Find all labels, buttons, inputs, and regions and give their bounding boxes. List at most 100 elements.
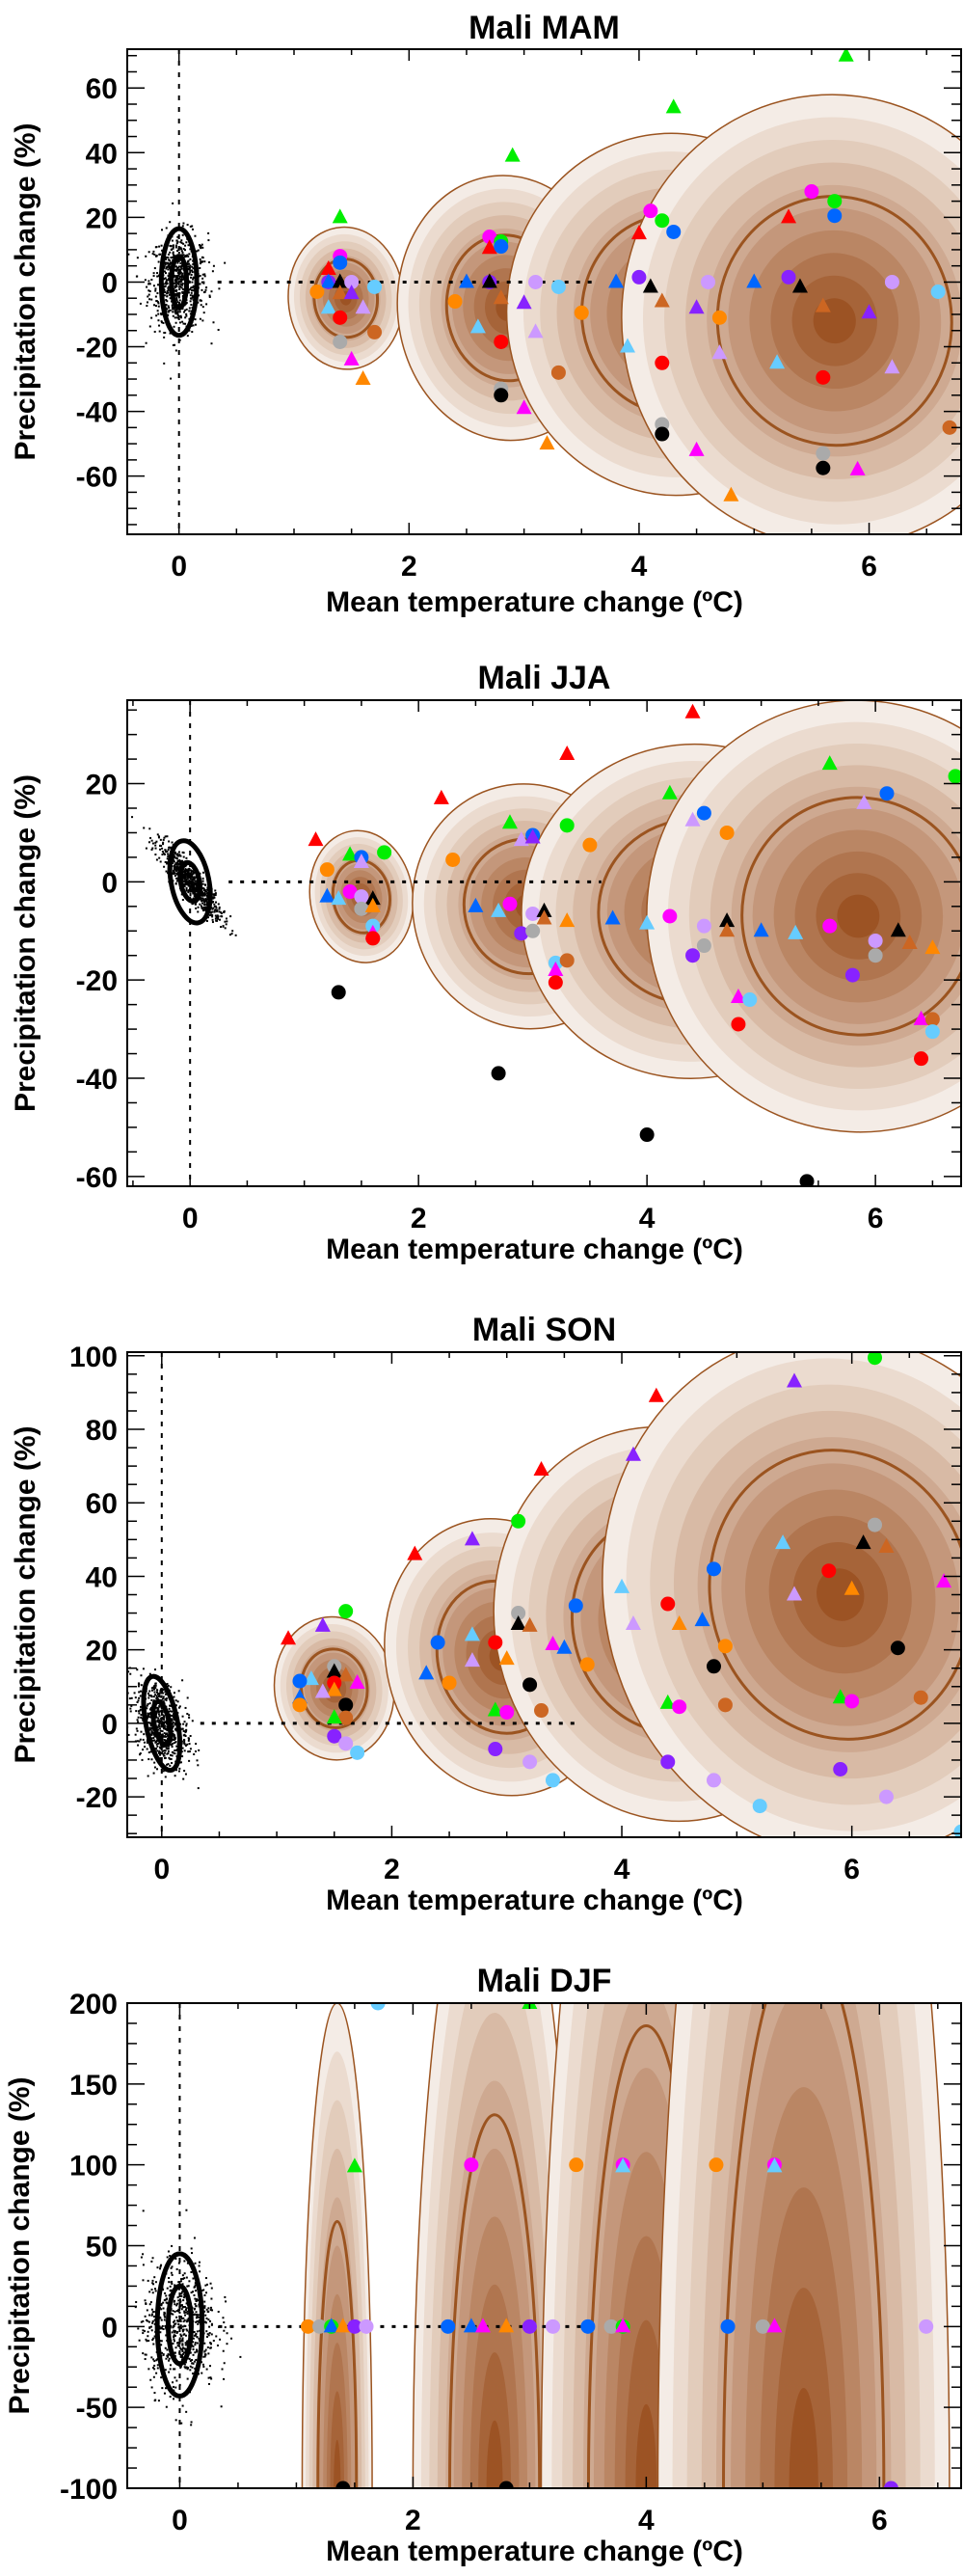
nv-point xyxy=(160,2264,163,2266)
nv-point xyxy=(174,868,177,871)
y-tick-label: 60 xyxy=(86,1488,118,1520)
nv-point xyxy=(194,1750,197,1753)
model-point-circle xyxy=(913,1690,928,1705)
nv-point xyxy=(202,281,205,284)
nv-point xyxy=(204,2277,207,2280)
y-tick-label: -60 xyxy=(76,1162,118,1194)
nv-point xyxy=(186,881,189,883)
nv-point xyxy=(192,878,195,881)
nv-point xyxy=(218,2325,221,2328)
nv-point xyxy=(178,2315,181,2318)
nv-point xyxy=(226,2343,228,2346)
nv-point xyxy=(156,1689,159,1692)
nv-point xyxy=(159,2267,162,2270)
nv-point xyxy=(199,262,201,265)
nv-point xyxy=(175,267,178,270)
nv-point xyxy=(217,903,220,906)
nv-point xyxy=(174,864,176,867)
nv-point xyxy=(176,312,179,315)
model-point-triangle xyxy=(625,1614,641,1630)
nv-point xyxy=(177,2323,180,2326)
nv-point xyxy=(194,2303,197,2306)
model-point-triangle xyxy=(281,1630,297,1645)
nv-point xyxy=(175,284,178,286)
model-point-circle xyxy=(919,2318,934,2334)
nv-point xyxy=(163,853,166,855)
nv-point xyxy=(175,242,178,245)
nv-point xyxy=(204,889,207,892)
nv-point xyxy=(187,255,190,258)
model-point-circle xyxy=(890,1641,905,1656)
nv-point xyxy=(178,321,181,324)
nv-point xyxy=(192,2348,195,2351)
nv-point xyxy=(202,894,205,897)
nv-point xyxy=(169,2255,172,2258)
model-point-circle xyxy=(580,2318,596,2334)
nv-point xyxy=(171,306,174,309)
nv-point xyxy=(154,1668,157,1671)
nv-point xyxy=(178,2383,181,2386)
model-point-triangle xyxy=(694,1612,710,1627)
nv-point xyxy=(213,903,216,906)
nv-point xyxy=(183,885,186,888)
nv-point xyxy=(178,1705,181,1708)
model-point-triangle xyxy=(320,273,336,288)
nv-point xyxy=(143,2330,146,2333)
nv-point xyxy=(186,2318,189,2321)
model-point-circle xyxy=(309,285,325,299)
nv-point xyxy=(157,284,160,286)
nv-point xyxy=(159,1733,162,1736)
model-point-triangle xyxy=(533,1460,549,1476)
nv-point xyxy=(155,1710,158,1713)
x-tick-label: 4 xyxy=(639,1203,656,1234)
nv-point xyxy=(175,311,178,313)
nv-point xyxy=(214,889,217,892)
nv-point xyxy=(162,321,165,324)
nv-point xyxy=(166,2287,169,2290)
nv-point xyxy=(146,1741,148,1744)
nv-point xyxy=(186,2313,189,2316)
nv-point xyxy=(168,846,171,849)
nv-point xyxy=(185,241,188,244)
nv-point xyxy=(156,1721,159,1723)
nv-point xyxy=(155,1748,158,1750)
nv-point xyxy=(176,2331,179,2334)
nv-point xyxy=(174,282,177,285)
nv-point xyxy=(206,2333,209,2336)
nv-point xyxy=(201,2290,203,2292)
nv-point xyxy=(203,2355,206,2358)
nv-point xyxy=(168,2357,171,2360)
model-point-circle xyxy=(354,889,369,905)
model-point-triangle xyxy=(337,1667,354,1682)
nv-point xyxy=(199,266,201,269)
nv-point xyxy=(173,1719,175,1722)
nv-point xyxy=(170,245,173,248)
nv-point xyxy=(166,1763,169,1766)
nv-point xyxy=(188,881,191,883)
nv-point xyxy=(169,2368,172,2371)
nv-point xyxy=(177,1770,180,1773)
model-point-triangle xyxy=(355,299,371,314)
nv-point xyxy=(183,2294,186,2297)
nv-point xyxy=(201,277,204,280)
x-tick-label: 2 xyxy=(384,1854,400,1885)
nv-point xyxy=(195,2358,198,2361)
nv-point xyxy=(165,1697,168,1700)
nv-point xyxy=(154,305,157,308)
nv-point xyxy=(200,898,202,901)
nv-point xyxy=(145,2338,147,2341)
nv-point xyxy=(195,2320,198,2323)
nv-point xyxy=(127,1670,130,1673)
model-point-triangle xyxy=(615,2318,631,2333)
nv-point xyxy=(164,277,167,280)
nv-point xyxy=(204,2321,207,2324)
nv-point xyxy=(177,2326,180,2329)
nv-point xyxy=(219,2338,222,2341)
nv-point xyxy=(175,880,178,882)
model-point-circle xyxy=(720,2318,736,2334)
nv-point xyxy=(206,892,209,895)
nv-point xyxy=(208,2365,211,2368)
nv-point xyxy=(202,888,205,891)
nv-point xyxy=(192,876,195,879)
nv-point xyxy=(166,1752,169,1755)
